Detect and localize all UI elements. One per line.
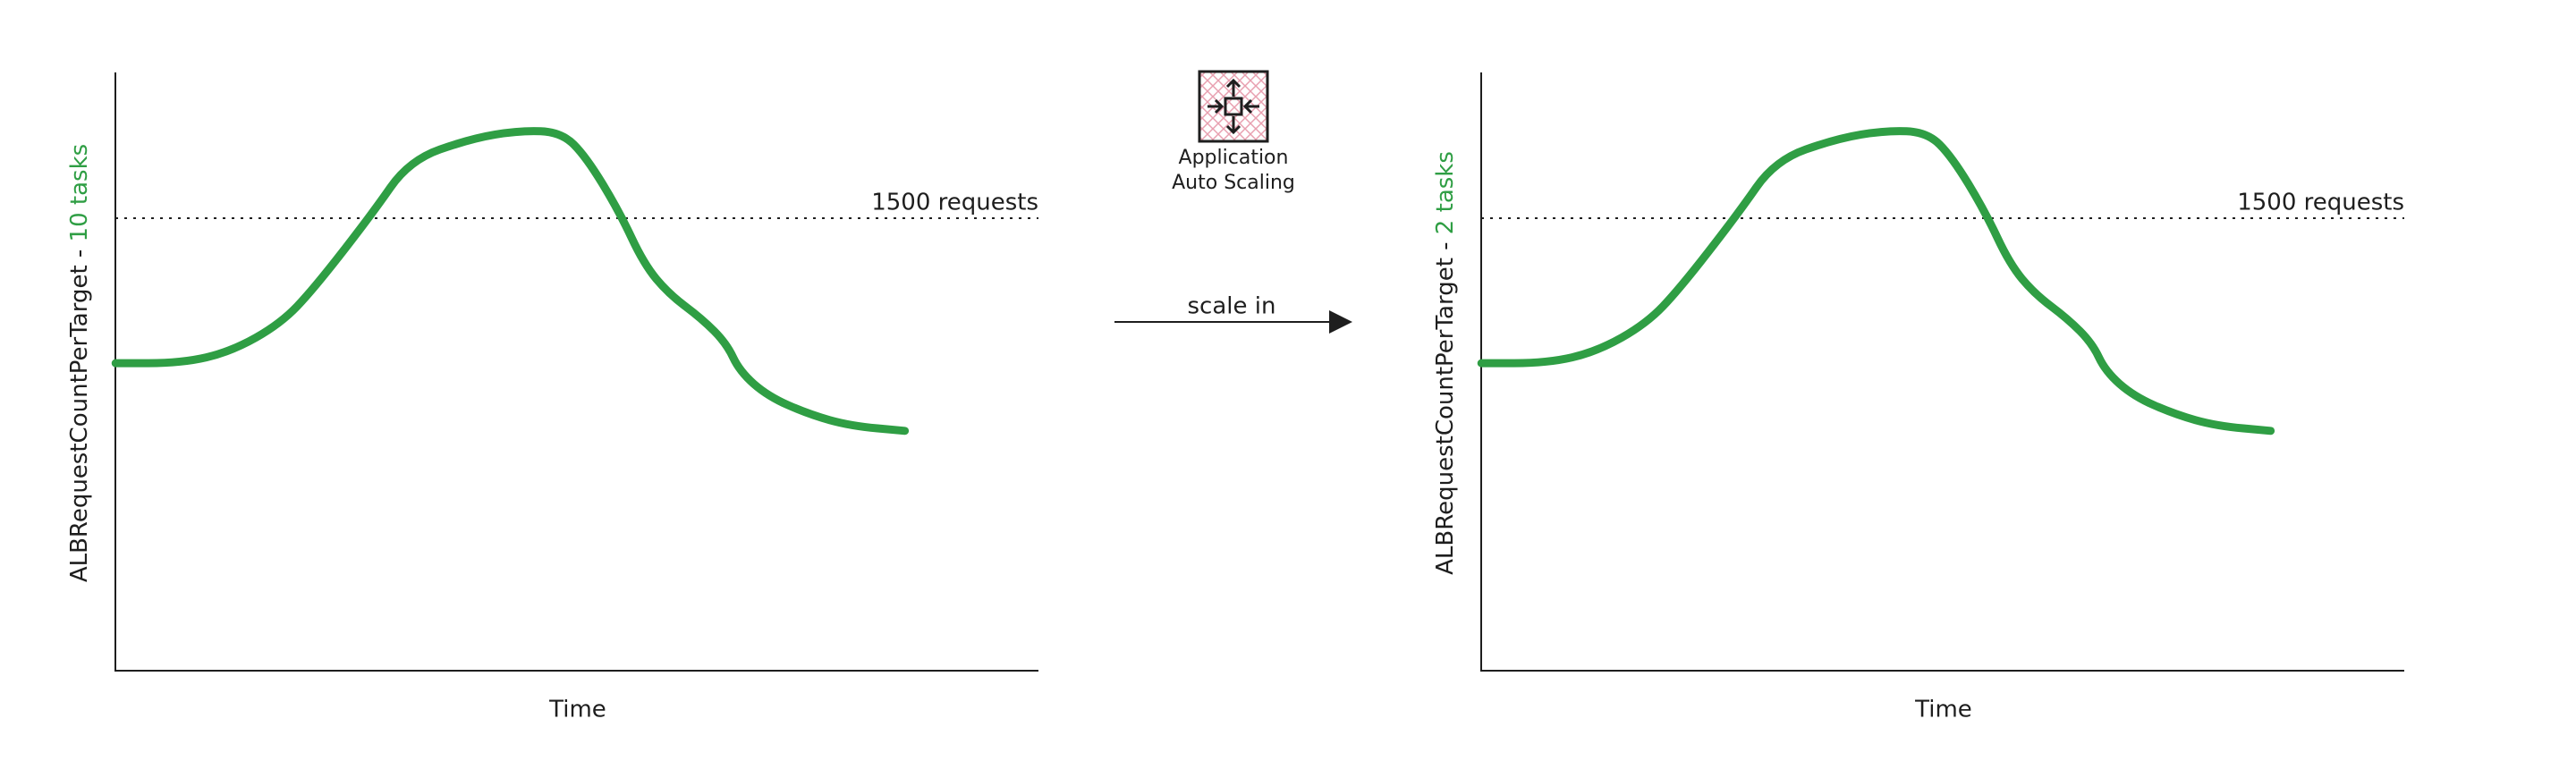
x-axis-label: Time — [548, 697, 606, 723]
arrow-label: scale in — [1188, 293, 1276, 320]
task-count: 10 tasks — [66, 144, 93, 242]
arrow-head — [1329, 310, 1352, 334]
load-curve — [1477, 127, 2275, 436]
axes — [114, 72, 1038, 672]
y-axis-label-text: ALBRequestCountPerTarget - — [1432, 234, 1459, 575]
chart-panel: 1500 requests Time ALBRequestCountPerTarge… — [66, 72, 1038, 723]
service-name: Auto Scaling — [1172, 172, 1295, 194]
service-name: Application — [1179, 147, 1289, 169]
task-count: 2 tasks — [1432, 151, 1459, 234]
auto-scaling-icon — [1198, 70, 1269, 143]
axes — [1480, 72, 2404, 672]
y-axis-label: ALBRequestCountPerTarget - 10 tasks — [66, 144, 93, 582]
chart-panel: 1500 requests Time ALBRequestCountPerTarge… — [1432, 72, 2404, 723]
load-curve — [111, 127, 910, 436]
y-axis-label-text: ALBRequestCountPerTarget - — [66, 241, 93, 582]
threshold-label: 1500 requests — [871, 190, 1038, 216]
x-axis-label: Time — [1914, 697, 1972, 723]
threshold-label: 1500 requests — [2237, 190, 2404, 216]
y-axis-label: ALBRequestCountPerTarget - 2 tasks — [1432, 151, 1459, 575]
